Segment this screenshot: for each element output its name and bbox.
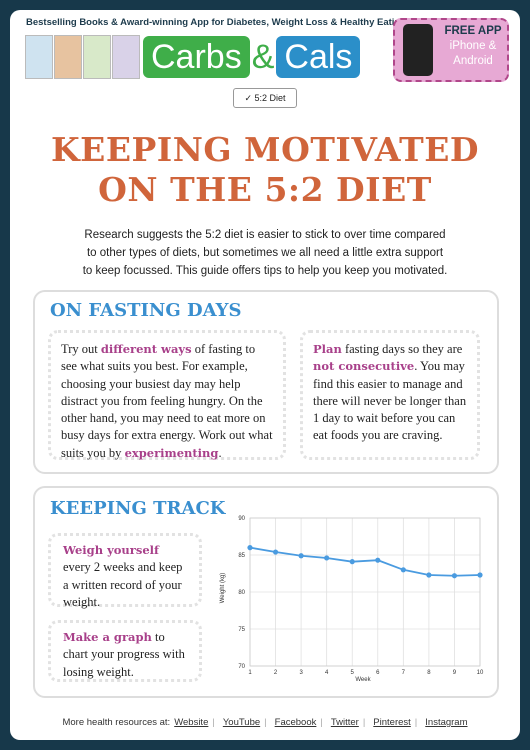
data-point [375,557,381,563]
section-box [33,290,499,474]
text: fasting days so they are [341,342,463,356]
card: Bestselling Books & Award-winning App fo… [10,10,520,740]
footer-link[interactable]: Instagram [425,717,468,728]
book-cover [112,35,140,79]
tip-box: Try out different ways of fasting to see… [48,330,286,460]
section-box [33,486,499,698]
x-tick-label: 9 [453,670,457,676]
book-cover [25,35,53,79]
y-tick-label: 75 [238,627,245,633]
emphasis: Weigh yourself [63,543,159,557]
footer-link[interactable]: Website [174,717,209,728]
emphasis: experimenting [124,445,219,460]
y-tick-label: 80 [238,590,245,596]
text: of fasting to see what suits you best. F… [61,342,273,460]
footer-link[interactable]: Twitter [330,717,359,728]
badge-text: FREE APP iPhone & Android [441,24,505,69]
x-tick-label: 4 [325,670,329,676]
x-tick-label: 7 [402,670,406,676]
title-line: KEEPING MOTIVATED [50,130,479,169]
phone-icon [403,24,433,76]
plot-frame [249,517,481,667]
x-tick-label: 10 [477,670,484,676]
logo: Carbs & Cals [143,36,361,78]
intro-line: to other types of diets, but sometimes w… [86,247,444,259]
x-axis-label: Week [355,677,371,683]
data-line [249,546,481,577]
emphasis: not consecutive [313,359,415,374]
book-cover [83,35,111,79]
data-point [247,545,253,551]
chart: Weight (kg) Week 70 75 80 85 90 1 2 3 4 5 6 7 8 9 10 [220,516,484,683]
logo-word: Cals [276,36,361,78]
x-tick-label: 3 [299,670,303,676]
x-tick-label: 2 [274,670,278,676]
data-point [349,559,355,565]
tip-box: Make a graph to chart your progress with… [48,620,202,682]
tag-text: 5:2 Diet [254,93,286,103]
data-point [298,553,304,559]
footer-link[interactable]: YouTube [222,717,261,728]
footer-link[interactable]: Facebook [274,717,317,728]
emphasis: Make a graph [63,630,152,644]
footer-links: Website | YouTube | Facebook | Twitter | Pintere… [170,717,467,728]
footer-link[interactable]: Pinterest [373,717,411,728]
badge-line: FREE APP [444,25,502,37]
text: . [218,445,222,460]
app-badge[interactable]: FREE APP iPhone & Android [393,18,509,82]
tip-box: Weigh yourself every 2 weeks and keep a … [48,533,202,609]
logo-amp: & [251,38,275,76]
intro-line: to keep focussed. This guide offers tips… [82,265,448,277]
tag: ✓ 5:2 Diet [233,88,297,108]
x-tick-label: 8 [427,670,431,676]
tip-box: Plan fasting days so they are not consec… [300,330,480,460]
emphasis: Plan [313,342,342,356]
text: every 2 weeks and keep a written record … [63,560,183,609]
text: Try out [61,342,101,356]
footer: More health resources at: Website | YouTube… [10,717,520,728]
y-tick-label: 70 [238,664,245,670]
y-tick-label: 90 [238,516,245,522]
data-point [477,572,483,578]
data-point [272,549,279,555]
x-tick-label: 6 [376,670,380,676]
emphasis: different ways [100,342,192,356]
separator: | [264,717,267,728]
text: . You may find this easier to manage and… [313,359,467,443]
y-axis-label: Weight (kg) [220,573,226,604]
separator: | [212,717,215,728]
badge-line: iPhone & [449,40,497,52]
x-tick-label: 1 [248,670,252,676]
separator: | [362,717,366,728]
badge-line: Android [453,55,493,67]
y-tick-label: 85 [238,553,245,559]
text: to chart your progress with losing weigh… [63,630,185,679]
section-heading: KEEPING TRACK [50,498,226,519]
data-point [324,555,330,561]
footer-lead: More health resources at: [62,717,171,728]
data-point [451,573,458,579]
x-tick-label: 5 [351,670,355,676]
logo-word: Carbs [143,36,250,78]
title-line: ON THE 5:2 DIET [98,170,432,209]
book-cover [54,35,82,79]
data-point [426,572,432,578]
tagline: Bestselling Books & Award-winning App fo… [26,17,407,28]
intro-line: Research suggests the 5:2 diet is easier… [84,229,446,241]
section-heading: ON FASTING DAYS [50,300,242,321]
separator: | [414,717,418,728]
data-point [400,567,406,573]
separator: | [320,717,323,728]
